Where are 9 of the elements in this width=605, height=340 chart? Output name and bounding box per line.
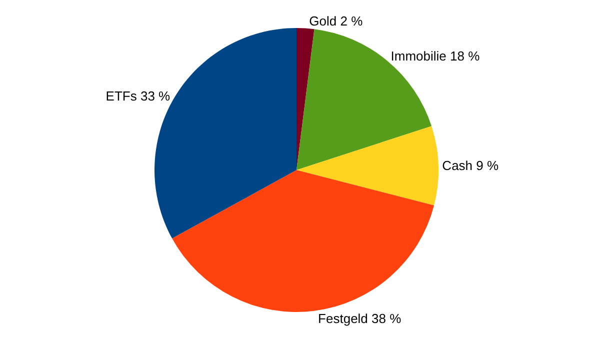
pie-slice — [172, 170, 434, 312]
pie-slice — [296, 28, 314, 170]
pie-slice — [154, 28, 296, 238]
slice-label: Festgeld 38 % — [318, 310, 402, 326]
slice-label: Gold 2 % — [309, 13, 364, 28]
pie-slice — [296, 126, 438, 206]
slice-label: Immobilie 18 % — [390, 48, 480, 64]
slice-label: Cash 9 % — [442, 158, 499, 174]
slice-label: ETFs 33 % — [106, 88, 171, 104]
